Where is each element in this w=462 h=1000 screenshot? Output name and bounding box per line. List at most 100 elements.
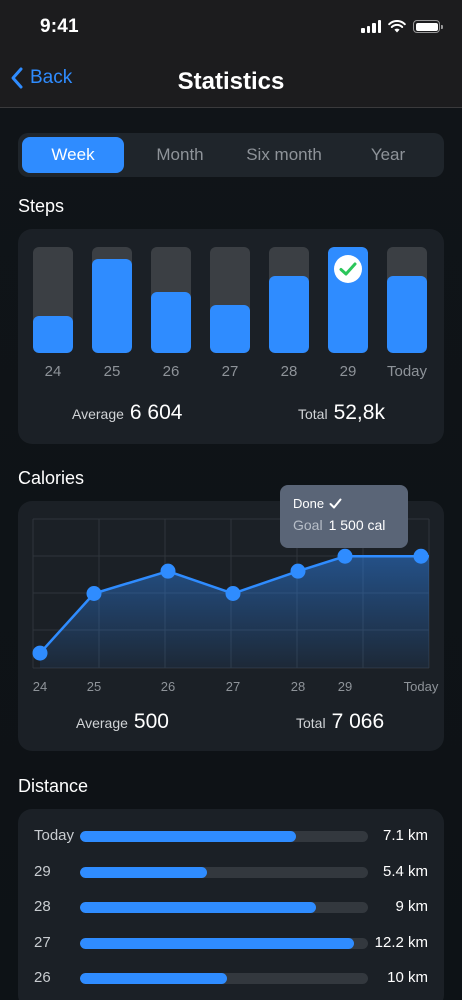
- distance-row[interactable]: 26 10 km: [18, 966, 444, 990]
- tooltip-goal-label: Goal: [293, 517, 323, 533]
- steps-day-label: Today: [386, 363, 428, 380]
- calories-day-label: 29: [337, 679, 353, 694]
- calories-point[interactable]: [32, 645, 48, 661]
- calories-point[interactable]: [290, 563, 306, 579]
- distance-bar: [80, 937, 354, 949]
- calories-point[interactable]: [225, 586, 241, 601]
- calories-day-label: 24: [32, 679, 48, 694]
- steps-bar[interactable]: [33, 315, 73, 353]
- distance-bar-track: [80, 973, 368, 985]
- calories-day-label: Today: [403, 679, 439, 694]
- tooltip-goal-value: 1 500 cal: [328, 517, 386, 533]
- distance-row[interactable]: 28 9 km: [18, 895, 444, 919]
- steps-day-label: 27: [221, 363, 239, 380]
- tooltip-status: Done: [293, 496, 325, 511]
- steps-day-label: 26: [162, 363, 180, 380]
- steps-bar-track: [269, 247, 309, 353]
- distance-value: 12.2 km: [374, 933, 428, 951]
- steps-average: Average 6 604: [72, 401, 182, 425]
- calories-average: Average 500: [76, 710, 169, 734]
- calories-point[interactable]: [86, 586, 102, 601]
- distance-day-label: 29: [34, 862, 51, 880]
- distance-day-label: 28: [34, 898, 51, 916]
- calories-point[interactable]: [413, 548, 429, 564]
- steps-bar[interactable]: [151, 291, 191, 353]
- calories-day-label: 26: [160, 679, 176, 694]
- steps-bar[interactable]: [210, 305, 250, 353]
- calories-average-label: Average: [76, 715, 128, 731]
- distance-bar-track: [80, 831, 368, 842]
- distance-card: Today 7.1 km 29 5.4 km 28 9 km 27 12.2 km 26 10 k…: [18, 809, 444, 1000]
- distance-day-label: Today: [34, 827, 75, 844]
- calories-total-value: 7 066: [331, 710, 385, 733]
- steps-bar-track: [33, 247, 73, 353]
- steps-total-value: 52,8k: [333, 401, 385, 424]
- distance-row[interactable]: 27 12.2 km: [18, 931, 444, 955]
- back-button-label: Back: [30, 67, 73, 88]
- distance-bar-track: [80, 902, 368, 914]
- distance-row[interactable]: 29 5.4 km: [18, 860, 444, 884]
- tab-month[interactable]: Month: [156, 145, 204, 164]
- calories-tooltip: Done Goal 1 500 cal: [280, 485, 408, 548]
- steps-average-label: Average: [72, 406, 124, 422]
- steps-day-label: 24: [44, 363, 62, 380]
- distance-day-label: 27: [34, 933, 51, 951]
- distance-bar: [80, 831, 296, 842]
- distance-value: 5.4 km: [382, 862, 428, 880]
- calories-point[interactable]: [337, 548, 353, 564]
- calories-section-title: Calories: [18, 468, 85, 488]
- steps-section-title: Steps: [18, 196, 65, 216]
- status-bar: 9:41: [0, 0, 462, 56]
- wifi-icon: [388, 20, 406, 33]
- steps-bar-track: [328, 247, 368, 353]
- battery-icon: [413, 20, 443, 33]
- steps-day-label: 29: [339, 363, 357, 380]
- distance-bar: [80, 973, 227, 985]
- steps-average-value: 6 604: [129, 401, 183, 424]
- distance-value: 10 km: [387, 969, 428, 987]
- distance-row[interactable]: Today 7.1 km: [18, 824, 444, 848]
- steps-total-label: Total: [298, 406, 328, 422]
- status-icons: [361, 20, 443, 33]
- distance-section-title: Distance: [18, 776, 89, 796]
- back-button[interactable]: Back: [10, 66, 72, 90]
- distance-bar-track: [80, 937, 368, 949]
- goal-reached-check-icon: [334, 255, 362, 283]
- calories-card: Done Goal 1 500 cal Average 500 Total 7 …: [18, 485, 444, 751]
- calories-point[interactable]: [160, 563, 176, 579]
- distance-value: 9 km: [395, 898, 428, 916]
- steps-bar-track: [210, 247, 250, 353]
- steps-bar-track: [387, 247, 427, 353]
- chevron-left-icon: [11, 67, 23, 89]
- calories-total-label: Total: [296, 715, 326, 731]
- distance-bar: [80, 866, 207, 878]
- calories-line: [39, 555, 429, 654]
- steps-bar[interactable]: [92, 258, 132, 353]
- calories-area: [40, 556, 429, 668]
- distance-day-label: 26: [34, 969, 51, 987]
- tab-year[interactable]: Year: [370, 145, 406, 164]
- steps-bar[interactable]: [269, 275, 309, 353]
- steps-total: Total 52,8k: [298, 401, 385, 425]
- cellular-signal-icon: [361, 20, 381, 33]
- tab-week[interactable]: Week: [22, 137, 124, 173]
- steps-bar-track: [92, 247, 132, 353]
- calories-day-label: 25: [86, 679, 102, 694]
- calories-chart: [32, 518, 430, 669]
- distance-value: 7.1 km: [382, 827, 428, 844]
- calories-day-label: 28: [290, 679, 306, 694]
- checkmark-icon: [329, 498, 342, 509]
- status-time: 9:41: [40, 16, 79, 37]
- navigation-bar: Back Statistics: [0, 56, 462, 108]
- steps-card: Average 6 604 Total 52,8k 24 25 26 27 28 29 To…: [18, 229, 444, 444]
- distance-bar: [80, 902, 317, 914]
- steps-bar[interactable]: [387, 275, 427, 353]
- period-segmented-control: Week Month Six month Year: [18, 133, 444, 177]
- page-title: Statistics: [177, 68, 285, 95]
- steps-day-label: 25: [103, 363, 121, 380]
- calories-total: Total 7 066: [296, 710, 384, 734]
- steps-day-label: 28: [280, 363, 298, 380]
- tab-six-month[interactable]: Six month: [246, 145, 322, 164]
- calories-average-value: 500: [133, 710, 169, 733]
- distance-bar-track: [80, 866, 368, 878]
